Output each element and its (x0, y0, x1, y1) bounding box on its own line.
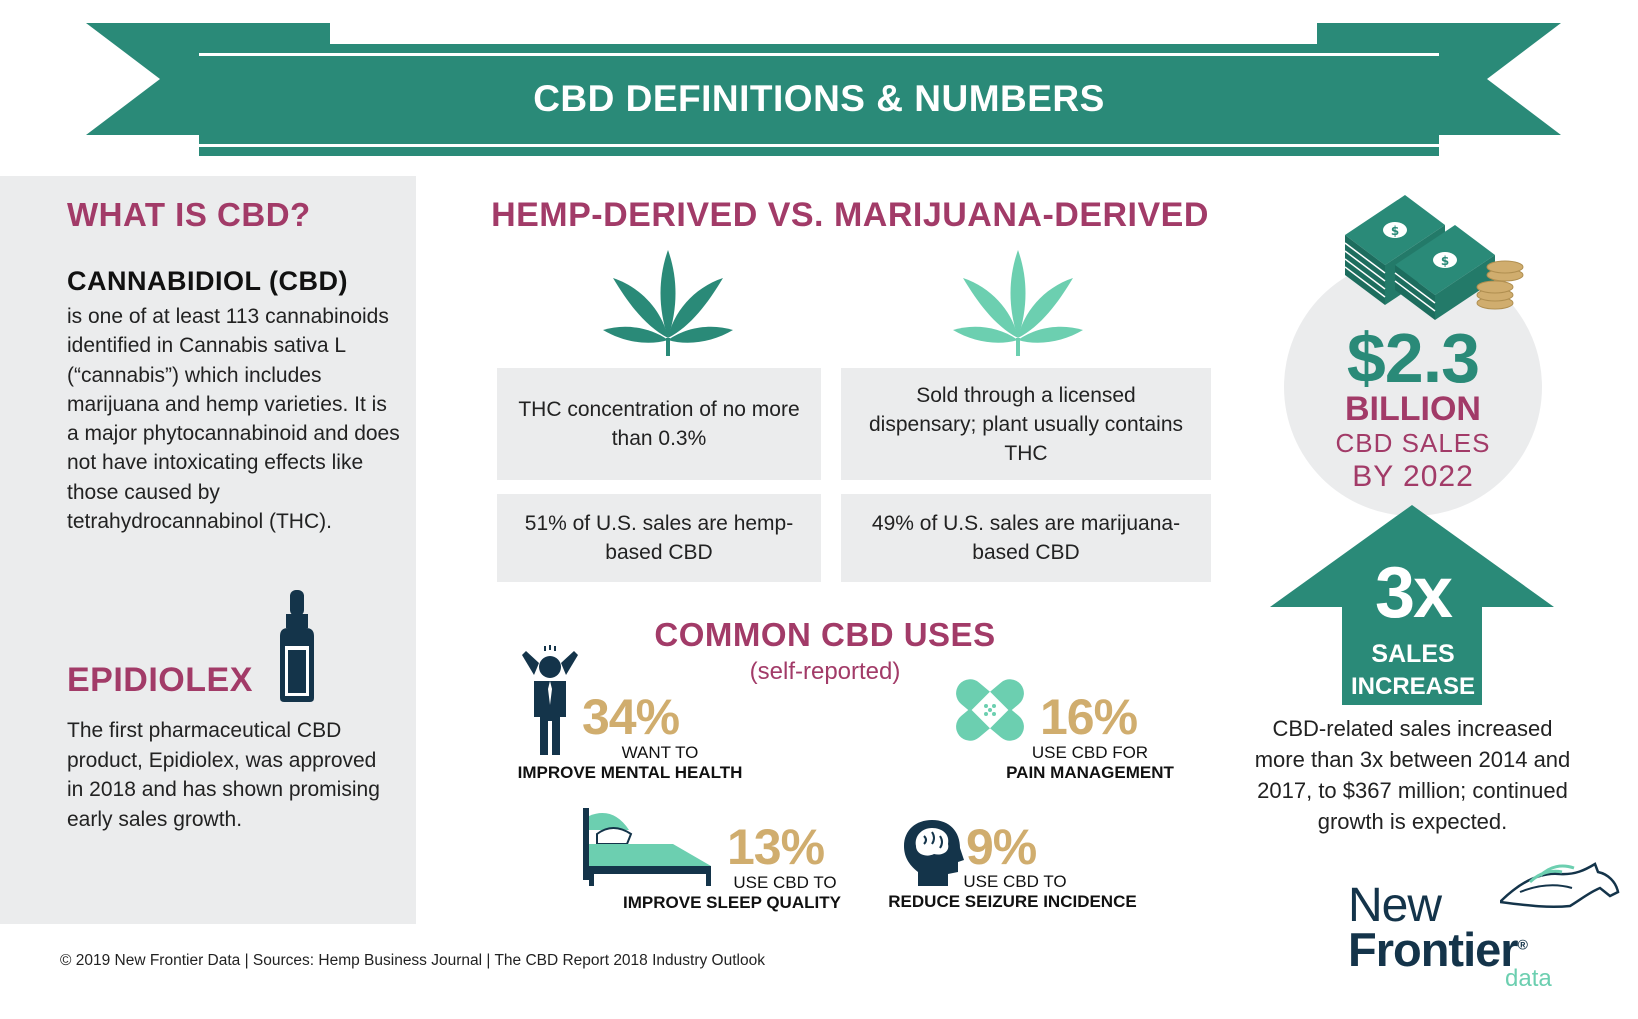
hemp-share-box: 51% of U.S. sales are hemp-based CBD (497, 494, 821, 582)
seizure-label: REDUCE SEIZURE INCIDENCE (888, 892, 1137, 911)
left-panel (0, 176, 416, 924)
sales-unit: BILLION (1345, 390, 1481, 428)
seizure-percent: 9% (966, 819, 1037, 875)
logo-text-data: data (1505, 965, 1552, 992)
pain-management-label: PAIN MANAGEMENT (1006, 763, 1174, 782)
marijuana-leaf-icon (953, 250, 1083, 356)
pain-management-label-line1: USE CBD FOR (1031, 743, 1149, 762)
sleep-quality-label-line1: USE CBD TO (733, 873, 837, 892)
logo-text-new: New (1348, 879, 1442, 932)
logo-registered-mark: ® (1517, 936, 1528, 953)
page-title: CBD DEFINITIONS & NUMBERS (533, 78, 1105, 119)
mental-health-label-line1: WANT TO (621, 743, 699, 762)
hemp-definition-box: THC concentration of no more than 0.3% (497, 368, 821, 480)
footer-sources: © 2019 New Frontier Data | Sources: Hemp… (60, 952, 765, 969)
growth-label-line1: SALES (1371, 640, 1455, 668)
marijuana-share: 49% of U.S. sales are marijuana-based CB… (871, 512, 1181, 564)
stressed-man-icon (522, 645, 578, 755)
sales-year: BY 2022 (1352, 460, 1474, 493)
sleep-quality-percent: 13% (727, 819, 825, 875)
seizure-label-line1: USE CBD TO (963, 872, 1067, 891)
growth-description: CBD-related sales increased more than 3x… (1254, 716, 1571, 834)
what-is-cbd-heading: WHAT IS CBD? (67, 196, 311, 233)
cbd-definition: is one of at least 113 cannabinoids iden… (67, 305, 400, 534)
epidiolex-heading: EPIDIOLEX (67, 661, 253, 699)
comparison-heading: HEMP-DERIVED VS. MARIJUANA-DERIVED (491, 196, 1209, 234)
bandage-icon (956, 679, 1024, 741)
epidiolex-text: The first pharmaceutical CBD product, Ep… (67, 719, 380, 831)
marijuana-definition: Sold through a licensed dispensary; plan… (868, 383, 1183, 465)
logo-text-frontier: Frontier® (1348, 922, 1528, 977)
svg-text:$: $ (1441, 254, 1449, 268)
pain-management-percent: 16% (1040, 689, 1138, 745)
uses-heading: COMMON CBD USES (654, 616, 996, 653)
marijuana-share-box: 49% of U.S. sales are marijuana-based CB… (841, 494, 1211, 582)
title-banner (86, 23, 1561, 156)
growth-label-line2: INCREASE (1350, 673, 1476, 700)
logo-frontier-word: Frontier (1348, 923, 1519, 976)
mental-health-label: IMPROVE MENTAL HEALTH (517, 763, 743, 782)
sleep-quality-label: IMPROVE SLEEP QUALITY (623, 893, 841, 912)
hemp-leaf-icon (603, 250, 733, 356)
dropper-bottle-icon (280, 590, 314, 702)
sales-amount: $2.3 (1346, 319, 1480, 397)
sales-label: CBD SALES (1335, 428, 1491, 458)
money-stack-icon: $ $ (1345, 195, 1524, 320)
uses-subtitle: (self-reported) (749, 658, 901, 685)
growth-multiplier: 3x (1374, 553, 1453, 633)
horse-logo-icon (1500, 862, 1620, 909)
svg-text:$: $ (1391, 224, 1399, 238)
marijuana-definition-box: Sold through a licensed dispensary; plan… (841, 368, 1211, 480)
mental-health-percent: 34% (582, 689, 680, 745)
hemp-definition: THC concentration of no more than 0.3% (518, 398, 800, 450)
brain-head-icon (904, 820, 964, 886)
cbd-term: CANNABIDIOL (CBD) (67, 266, 348, 296)
bed-icon (583, 808, 711, 886)
up-arrow-icon (1270, 505, 1554, 705)
hemp-share: 51% of U.S. sales are hemp-based CBD (524, 512, 794, 564)
